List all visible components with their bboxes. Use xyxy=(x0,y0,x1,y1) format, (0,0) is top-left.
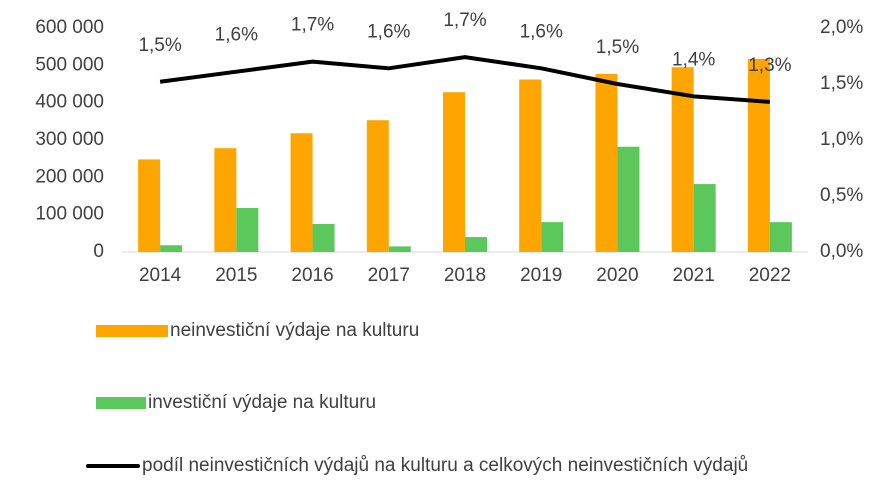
x-tick-label: 2022 xyxy=(749,265,791,286)
bar xyxy=(671,67,694,252)
bar xyxy=(443,92,465,252)
bar xyxy=(769,222,792,252)
bar xyxy=(366,120,389,252)
data-label: 1,7% xyxy=(443,10,486,31)
bar xyxy=(388,246,411,252)
bar xyxy=(312,224,335,252)
y-tick-label: 300 000 xyxy=(35,129,104,150)
y2-tick-label: 1,0% xyxy=(820,129,863,150)
y-tick-label: 0 xyxy=(93,241,104,262)
legend-label: podíl neinvestičních výdajů na kulturu a… xyxy=(142,455,749,476)
data-label: 1,6% xyxy=(520,21,563,42)
data-label: 1,6% xyxy=(215,25,258,46)
bar xyxy=(465,237,487,252)
bar xyxy=(160,245,183,252)
data-label: 1,5% xyxy=(138,35,181,56)
data-label: 1,4% xyxy=(672,49,715,70)
data-label: 1,7% xyxy=(291,15,334,36)
x-tick-label: 2020 xyxy=(596,265,638,286)
bar xyxy=(595,73,618,252)
y2-tick-label: 1,5% xyxy=(820,73,863,94)
legend-swatch xyxy=(86,464,140,468)
bar xyxy=(290,133,313,252)
bar xyxy=(747,58,770,253)
x-tick-label: 2014 xyxy=(139,265,182,286)
x-tick-label: 2021 xyxy=(673,265,715,286)
x-tick-label: 2019 xyxy=(520,265,562,286)
y-tick-label: 200 000 xyxy=(35,166,104,187)
x-tick-label: 2015 xyxy=(215,265,257,286)
y2-tick-label: 2,0% xyxy=(820,17,863,38)
x-tick-label: 2018 xyxy=(444,265,486,286)
legend-label: neinvestiční výdaje na kulturu xyxy=(170,320,420,341)
y2-tick-label: 0,5% xyxy=(820,185,863,206)
legend-swatch xyxy=(96,397,146,409)
data-label: 1,5% xyxy=(596,37,639,58)
bar xyxy=(693,184,716,252)
data-label: 1,6% xyxy=(367,21,410,42)
legend-swatch xyxy=(96,325,168,337)
data-label: 1,3% xyxy=(748,55,791,76)
chart: 0 100 000 200 000 300 000 400 000 500 000 600 … xyxy=(35,10,863,286)
bar xyxy=(138,159,161,252)
bar xyxy=(541,222,564,252)
x-tick-label: 2017 xyxy=(368,265,410,286)
x-tick-label: 2016 xyxy=(291,265,333,286)
line xyxy=(159,55,771,104)
y2-tick-label: 0,0% xyxy=(820,241,863,262)
y-tick-label: 400 000 xyxy=(35,92,104,113)
bar xyxy=(236,207,259,252)
bar xyxy=(617,146,640,252)
bar xyxy=(214,148,237,252)
legend-label: investiční výdaje na kulturu xyxy=(148,392,377,413)
y-tick-label: 100 000 xyxy=(35,204,104,225)
y-tick-label: 500 000 xyxy=(35,54,104,75)
bar xyxy=(519,79,542,253)
y-tick-label: 600 000 xyxy=(35,17,104,38)
